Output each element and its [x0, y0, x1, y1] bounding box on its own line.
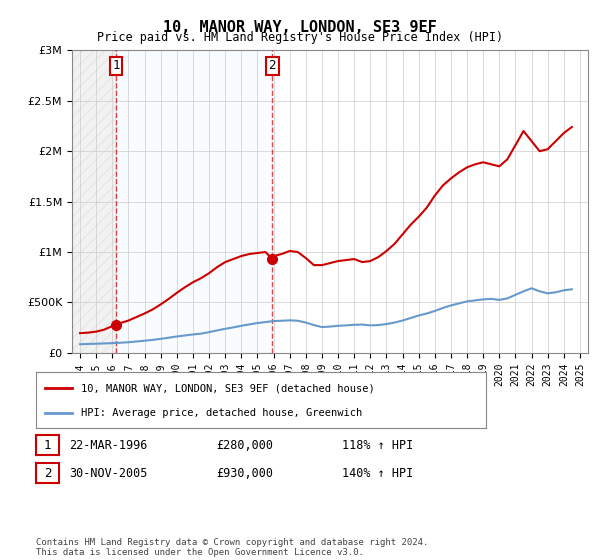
- Bar: [116, 50, 272, 353]
- Text: 140% ↑ HPI: 140% ↑ HPI: [342, 466, 413, 480]
- Text: Contains HM Land Registry data © Crown copyright and database right 2024.
This d: Contains HM Land Registry data © Crown c…: [36, 538, 428, 557]
- Text: £280,000: £280,000: [216, 438, 273, 452]
- Text: 30-NOV-2005: 30-NOV-2005: [69, 466, 148, 480]
- Text: 2: 2: [269, 59, 276, 72]
- Text: 1: 1: [112, 59, 119, 72]
- Text: 10, MANOR WAY, LONDON, SE3 9EF (detached house): 10, MANOR WAY, LONDON, SE3 9EF (detached…: [81, 383, 375, 393]
- Text: 2: 2: [44, 466, 51, 480]
- Text: HPI: Average price, detached house, Greenwich: HPI: Average price, detached house, Gree…: [81, 408, 362, 418]
- Text: Price paid vs. HM Land Registry's House Price Index (HPI): Price paid vs. HM Land Registry's House …: [97, 31, 503, 44]
- Text: 1: 1: [44, 438, 51, 452]
- Text: £930,000: £930,000: [216, 466, 273, 480]
- Bar: [72, 50, 116, 353]
- Text: 118% ↑ HPI: 118% ↑ HPI: [342, 438, 413, 452]
- Text: 22-MAR-1996: 22-MAR-1996: [69, 438, 148, 452]
- Text: 10, MANOR WAY, LONDON, SE3 9EF: 10, MANOR WAY, LONDON, SE3 9EF: [163, 20, 437, 35]
